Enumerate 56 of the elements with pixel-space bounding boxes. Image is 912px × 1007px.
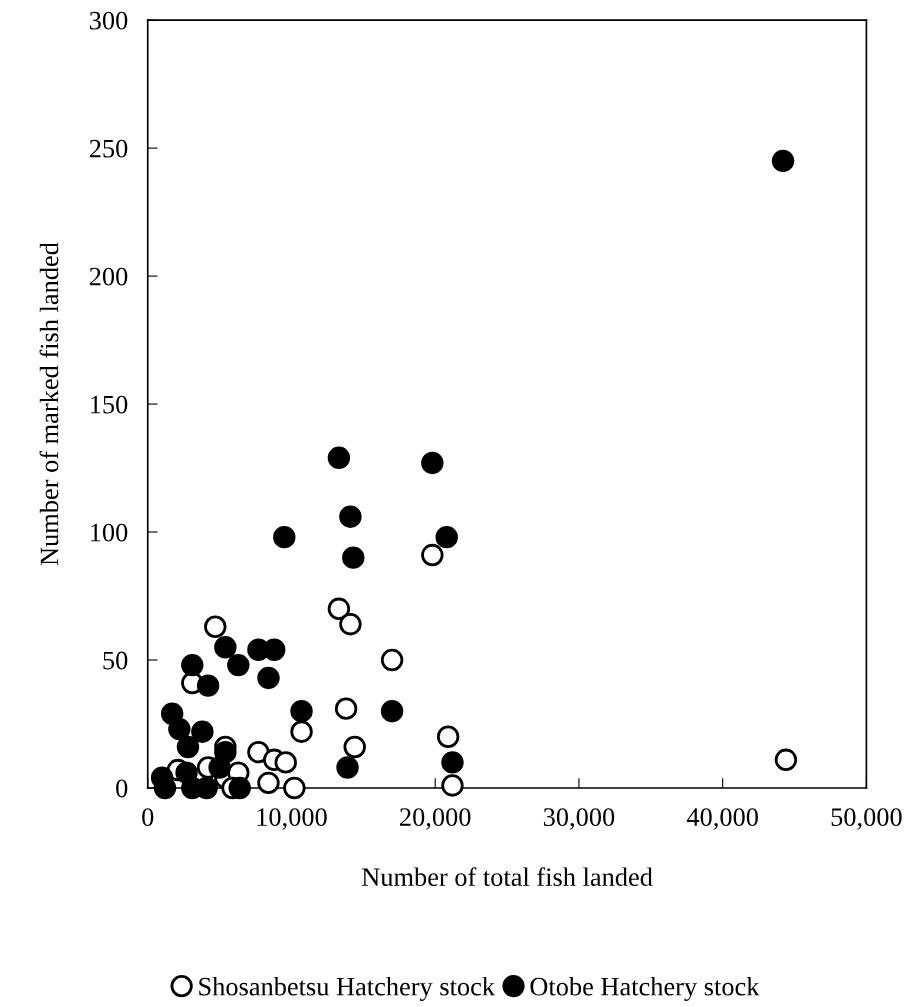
y-tick-label: 100 — [91, 523, 128, 542]
x-axis-title: Number of total fish landed — [361, 867, 653, 887]
point — [334, 697, 358, 720]
point — [181, 653, 204, 677]
y-tick-label: 200 — [89, 267, 128, 286]
point — [290, 699, 313, 723]
point — [441, 751, 464, 774]
point — [196, 674, 220, 697]
point — [327, 446, 351, 470]
point — [339, 612, 362, 636]
y-tick-label: 300 — [89, 11, 128, 30]
point — [168, 717, 191, 741]
point — [774, 748, 798, 772]
y-tick-label: 0 — [116, 779, 128, 798]
point — [150, 766, 174, 789]
point — [227, 653, 250, 677]
point — [290, 720, 313, 743]
point — [247, 740, 270, 764]
y-axis-title: Number of marked fish landed — [39, 242, 59, 566]
point — [441, 774, 464, 797]
point — [191, 720, 214, 743]
point — [283, 776, 306, 800]
point — [273, 525, 296, 549]
point — [263, 638, 286, 661]
legend-label: Otobe Hatchery stock — [530, 976, 760, 1001]
point — [175, 761, 198, 784]
point — [421, 451, 444, 475]
point — [336, 756, 359, 779]
point — [339, 505, 362, 528]
point — [228, 776, 251, 800]
x-tick-label: 10,000 — [257, 808, 327, 830]
point — [436, 725, 460, 748]
point — [327, 597, 351, 621]
x-tick-label: 40,000 — [686, 808, 758, 830]
point — [380, 648, 404, 672]
point — [274, 751, 297, 774]
x-tick-label: 50,000 — [831, 808, 902, 830]
x-tick-label: 0 — [142, 808, 154, 826]
legend-label: Shosanbetsu Hatchery stock — [199, 976, 496, 1001]
y-tick-label: 50 — [103, 651, 128, 670]
point — [380, 699, 404, 723]
x-tick-label: 30,000 — [543, 808, 615, 830]
point — [257, 666, 280, 690]
point — [176, 735, 200, 759]
point — [421, 543, 444, 567]
y-tick-label: 250 — [89, 139, 128, 158]
point — [214, 636, 237, 659]
point — [208, 756, 231, 779]
point — [435, 525, 458, 549]
point — [257, 771, 280, 795]
point — [771, 149, 795, 173]
y-tick-label: 150 — [91, 395, 128, 414]
x-tick-label: 20,000 — [400, 808, 471, 830]
point — [343, 735, 366, 759]
point — [204, 615, 227, 638]
point — [342, 546, 365, 569]
